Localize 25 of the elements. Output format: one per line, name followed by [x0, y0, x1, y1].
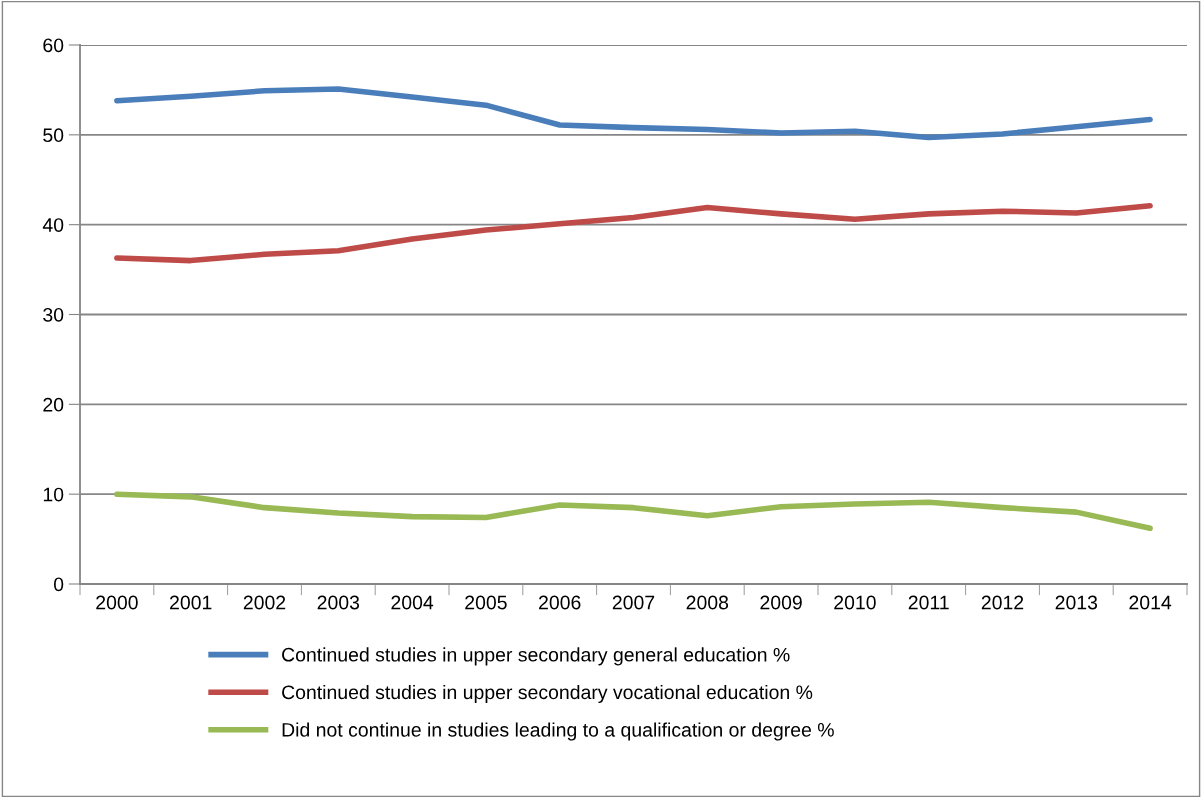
x-tick-label: 2014: [1129, 595, 1172, 610]
legend-label: Continued studies in upper secondary general education %: [282, 647, 790, 666]
y-tick-label: 30: [43, 307, 64, 322]
x-tick-label: 2004: [391, 595, 434, 610]
y-tick-label: 40: [42, 218, 64, 232]
x-tick-label: 2000: [96, 595, 138, 610]
y-tick-label: 60: [43, 38, 64, 53]
x-tick-label: 2013: [1055, 595, 1098, 610]
y-tick-label: 0: [53, 577, 64, 592]
x-tick-label: 2001: [170, 595, 212, 610]
x-tick-label: 2012: [981, 595, 1024, 610]
y-tick-label: 20: [43, 397, 64, 412]
legend-label: Did not continue in studies leading to a qualification or degree %: [282, 722, 834, 741]
x-tick-label: 2003: [317, 595, 360, 610]
x-tick-label: 2002: [243, 595, 286, 610]
x-tick-label: 2006: [539, 595, 581, 610]
y-tick-label: 50: [43, 128, 64, 143]
x-tick-label: 2008: [686, 595, 729, 610]
x-tick-label: 2011: [908, 595, 949, 610]
x-tick-label: 2007: [612, 595, 655, 610]
y-tick-label: 10: [43, 487, 64, 502]
x-tick-label: 2009: [760, 595, 802, 610]
x-tick-label: 2010: [834, 595, 876, 610]
legend-label: Continued studies in upper secondary vocational education %: [282, 684, 813, 704]
x-tick-label: 2005: [465, 595, 507, 610]
